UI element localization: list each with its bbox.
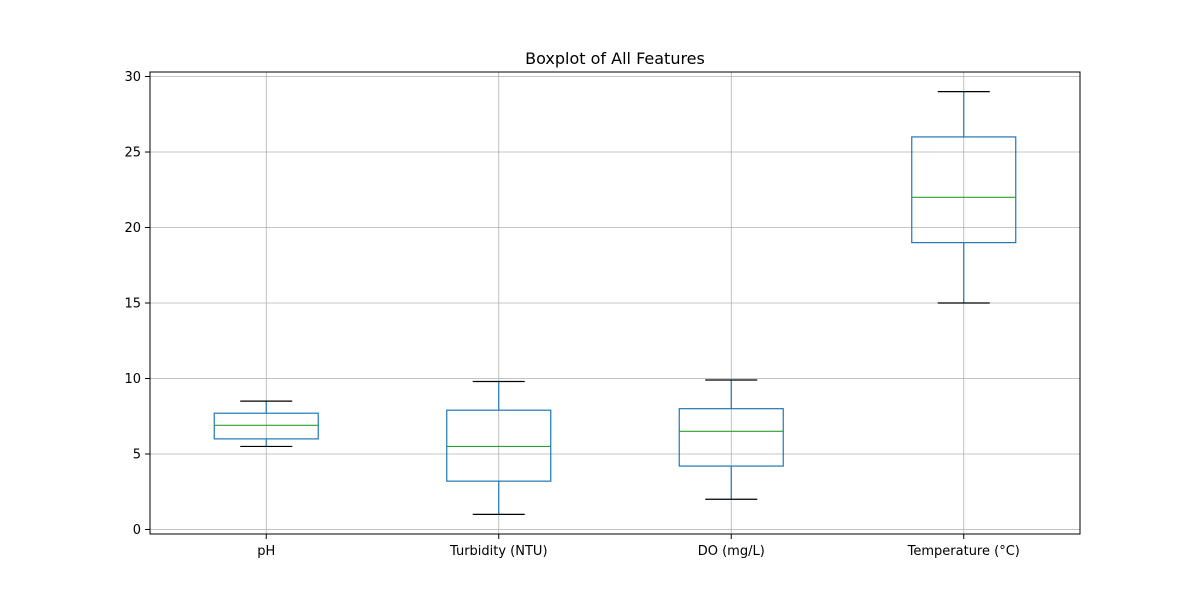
box-group-0 (213, 400, 319, 448)
chart-title: Boxplot of All Features (525, 49, 705, 68)
y-tick-label: 25 (124, 146, 141, 161)
y-tick-label: 20 (124, 221, 141, 236)
tick-layer: 0 5 10 15 20 25 30 pH Turbidity (NTU) DO (mg/L) Te… (124, 70, 1019, 559)
box-group-1 (446, 380, 552, 515)
box-group-3 (911, 91, 1017, 304)
x-tick-label: Temperature (°C) (907, 544, 1020, 559)
y-tick-label: 30 (124, 70, 141, 85)
grid-layer (150, 72, 1080, 534)
x-tick-label: Turbidity (NTU) (449, 544, 548, 559)
box-iqr (446, 409, 552, 482)
y-tick-label: 15 (124, 297, 141, 312)
y-tick-label: 5 (133, 447, 141, 462)
box-group-2 (678, 379, 784, 500)
x-tick-label: DO (mg/L) (698, 544, 765, 559)
box-iqr (213, 412, 319, 440)
box-iqr (911, 136, 1017, 244)
box-iqr (678, 408, 784, 467)
y-tick-label: 10 (124, 372, 141, 387)
box-layer (213, 91, 1017, 515)
y-tick-label: 0 (133, 523, 141, 538)
x-tick-label: pH (257, 544, 275, 559)
